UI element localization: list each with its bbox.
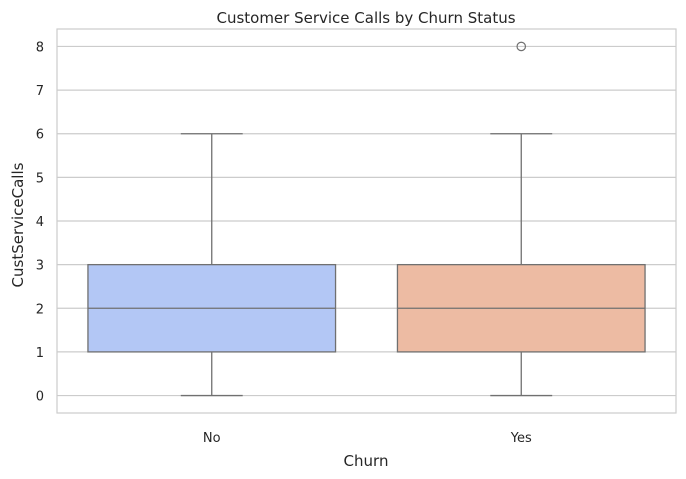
y-tick-label: 1 [36,346,44,361]
y-tick-label: 6 [36,128,44,143]
y-tick-label: 0 [36,390,44,405]
y-axis-label: CustServiceCalls [9,162,27,287]
y-tick-labels: 0 1 2 3 4 5 6 7 8 [36,40,44,404]
y-tick-label: 2 [36,302,44,317]
box-yes [396,41,646,397]
y-tick-label: 8 [36,40,44,55]
y-tick-label: 7 [36,84,44,99]
chart-title: Customer Service Calls by Churn Status [216,9,515,27]
x-tick-labels: No Yes [203,431,532,446]
x-tick-label: Yes [510,431,532,446]
outlier-point [516,41,527,52]
y-tick-label: 3 [36,259,44,274]
box-no [87,133,337,397]
boxes [87,41,646,397]
x-tick-label: No [203,431,221,446]
x-axis-label: Churn [344,452,389,470]
y-tick-label: 5 [36,171,44,186]
y-tick-label: 4 [36,215,44,230]
plot-frame [56,28,677,414]
